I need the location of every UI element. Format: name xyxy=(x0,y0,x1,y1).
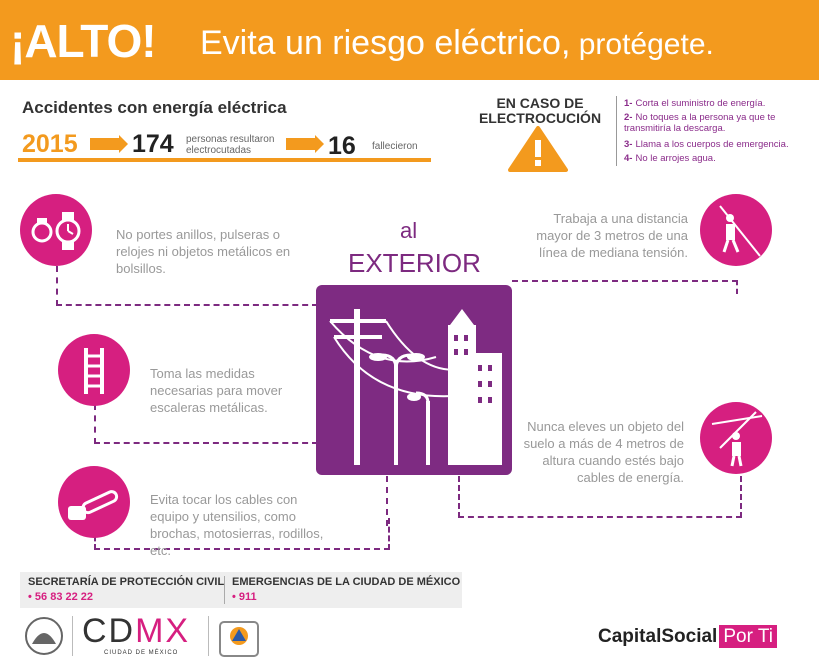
cdmx-logo: CDMX xyxy=(82,612,190,651)
city-power-lines-icon xyxy=(329,309,502,465)
rings-watch-icon-circle xyxy=(20,194,92,266)
arrow-icon xyxy=(90,135,128,153)
electrocution-step-1: 1- Corta el suministro de energía. xyxy=(624,98,814,109)
electrocution-title-1: EN CASO DE xyxy=(496,95,584,111)
emergency-title: EMERGENCIAS DE LA CIUDAD DE MÉXICO xyxy=(232,576,461,588)
electrocution-step-3: 3- Llama a los cuerpos de emergencia. xyxy=(624,139,814,150)
cdmx-mx: MX xyxy=(135,612,191,650)
worker-raising-pole-icon xyxy=(711,411,763,467)
deaths-label: fallecieron xyxy=(372,141,418,152)
electrocution-step-2: 2- No toques a la persona ya que te trans… xyxy=(624,112,799,134)
capital-social-logo: CapitalSocial Por Ti xyxy=(598,625,777,648)
logo-divider xyxy=(72,616,73,656)
connector-line xyxy=(94,404,318,444)
headline: Evita un riesgo eléctrico, protégete. xyxy=(200,24,714,63)
electrocution-title: EN CASO DE ELECTROCUCIÓN xyxy=(470,96,610,126)
header-banner xyxy=(0,0,819,80)
connector-line xyxy=(386,476,388,526)
cdmx-crest-icon xyxy=(25,617,63,655)
connector-line xyxy=(512,280,738,294)
step-number: 4- xyxy=(624,153,633,164)
electrocution-separator xyxy=(616,96,617,166)
headline-light: protégete. xyxy=(570,28,714,61)
step-number: 1- xyxy=(624,98,633,109)
climbing-icon-circle xyxy=(700,194,772,266)
stats-underline xyxy=(18,158,431,162)
footer-contacts-bar xyxy=(20,572,462,608)
raise-pole-icon-circle xyxy=(700,402,772,474)
electrocution-step-4: 4- No le arrojes agua. xyxy=(624,153,814,164)
connector-line xyxy=(458,476,742,518)
chainsaw-icon-circle xyxy=(58,466,130,538)
center-exterior: EXTERIOR xyxy=(348,248,481,278)
cdmx-subtitle: CIUDAD DE MÉXICO xyxy=(104,650,179,656)
tip-rings: No portes anillos, pulseras o relojes ni… xyxy=(116,227,291,276)
worker-climbing-icon xyxy=(719,205,761,257)
civil-protection-phone[interactable]: • 56 83 22 22 xyxy=(28,591,94,603)
headline-main: Evita un riesgo eléctrico, xyxy=(200,24,571,62)
logo-divider xyxy=(208,616,209,656)
tip-raise: Nunca eleves un objeto del suelo a más d… xyxy=(523,419,684,485)
civil-protection-title: SECRETARÍA DE PROTECCIÓN CIVIL xyxy=(28,576,225,588)
electrocuted-count: 174 xyxy=(132,130,174,158)
ladder-icon xyxy=(84,348,104,394)
capital-social-text: CapitalSocial xyxy=(598,626,718,647)
civil-protection-logo-icon xyxy=(219,621,259,657)
tip-chainsaw: Evita tocar los cables con equipo y uten… xyxy=(150,492,324,558)
arrow-icon xyxy=(286,135,324,153)
center-al: al xyxy=(400,218,418,243)
connector-line xyxy=(56,266,318,306)
stats-year: 2015 xyxy=(22,130,78,158)
emergency-phone[interactable]: • 911 xyxy=(232,591,257,603)
step-text: No toques a la persona ya que te transmi… xyxy=(624,112,776,134)
footer-divider xyxy=(224,576,225,604)
step-number: 2- xyxy=(624,112,633,123)
electrocution-title-2: ELECTROCUCIÓN xyxy=(478,110,602,126)
step-text: No le arrojes agua. xyxy=(635,153,716,164)
chainsaw-icon xyxy=(68,490,119,520)
electrocuted-label-1: personas resultaron xyxy=(186,134,275,145)
electrocuted-label-2: electrocutadas xyxy=(186,145,252,156)
step-text: Llama a los cuerpos de emergencia. xyxy=(635,139,789,150)
ring-watch-icon xyxy=(31,212,81,250)
alto-title: ¡ALTO! xyxy=(10,15,157,67)
stats-title: Accidentes con energía eléctrica xyxy=(22,98,287,117)
warning-icon xyxy=(508,126,568,172)
electrocuted-label: personas resultaron electrocutadas xyxy=(186,134,274,156)
step-number: 3- xyxy=(624,139,633,150)
center-illustration xyxy=(316,285,512,475)
cdmx-cd: CD xyxy=(82,612,136,650)
ladder-icon-circle xyxy=(58,334,130,406)
deaths-count: 16 xyxy=(328,132,356,160)
step-text: Corta el suministro de energía. xyxy=(635,98,766,109)
tip-distance: Trabaja a una distancia mayor de 3 metro… xyxy=(536,211,688,260)
capital-porti-text: Por Ti xyxy=(719,625,777,648)
tip-ladder: Toma las medidas necesarias para mover e… xyxy=(150,366,283,415)
